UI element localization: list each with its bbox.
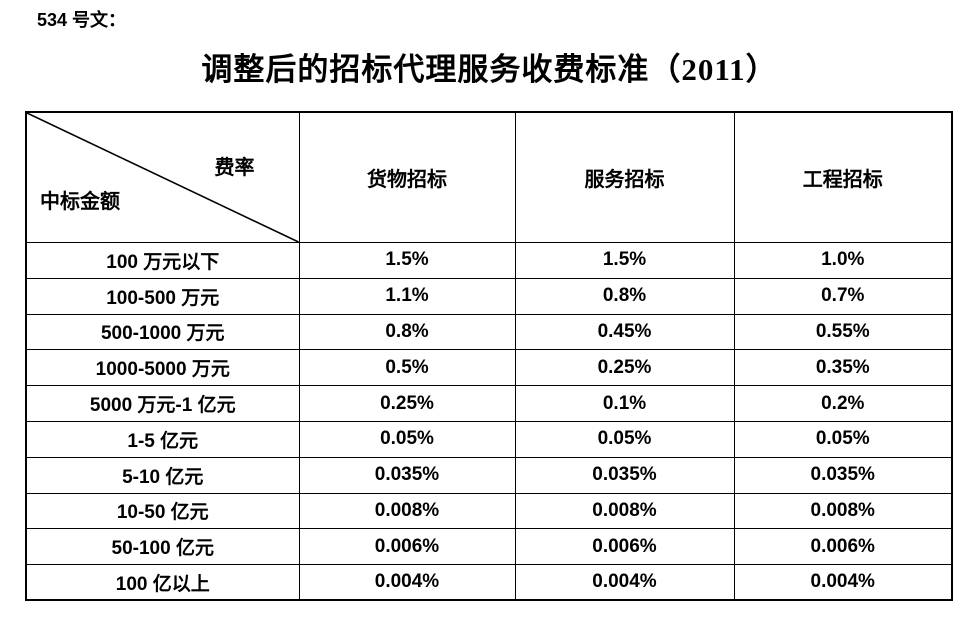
amount-cell: 100-500 万元 xyxy=(25,277,300,315)
amount-cell: 500-1000 万元 xyxy=(25,313,300,351)
goods-rate-cell: 0.035% xyxy=(298,456,516,494)
service-rate-cell: 0.05% xyxy=(514,420,735,458)
doc-number-label: 534 号文： xyxy=(37,10,127,30)
service-rate-cell: 0.45% xyxy=(514,313,735,351)
engineering-rate-cell: 0.7% xyxy=(733,277,953,315)
engineering-rate-cell: 0.35% xyxy=(733,349,953,387)
service-rate-cell: 0.035% xyxy=(514,456,735,494)
amount-cell: 5000 万元-1 亿元 xyxy=(25,385,300,422)
amount-cell: 100 亿以上 xyxy=(25,564,300,601)
column-header-service: 服务招标 xyxy=(514,111,735,243)
diagonal-divider-line xyxy=(27,113,298,242)
table-row: 1-5 亿元 0.05% 0.05% 0.05% xyxy=(25,420,953,458)
service-rate-cell: 0.25% xyxy=(514,349,735,387)
goods-rate-cell: 1.1% xyxy=(298,277,516,315)
engineering-rate-cell: 0.004% xyxy=(733,564,953,601)
table-row: 5000 万元-1 亿元 0.25% 0.1% 0.2% xyxy=(25,385,953,422)
corner-header-cell: 费率 中标金额 xyxy=(25,111,300,243)
table-row: 100 万元以下 1.5% 1.5% 1.0% xyxy=(25,242,953,279)
table-row: 5-10 亿元 0.035% 0.035% 0.035% xyxy=(25,456,953,494)
engineering-rate-cell: 0.55% xyxy=(733,313,953,351)
service-rate-cell: 0.006% xyxy=(514,528,735,566)
table-row: 500-1000 万元 0.8% 0.45% 0.55% xyxy=(25,313,953,351)
engineering-rate-cell: 0.2% xyxy=(733,385,953,422)
corner-fee-rate-label: 费率 xyxy=(214,157,255,179)
engineering-rate-cell: 0.05% xyxy=(733,420,953,458)
amount-cell: 5-10 亿元 xyxy=(25,456,300,494)
engineering-rate-cell: 1.0% xyxy=(733,242,953,279)
amount-cell: 100 万元以下 xyxy=(25,242,300,279)
amount-cell: 50-100 亿元 xyxy=(25,528,300,566)
engineering-rate-cell: 0.035% xyxy=(733,456,953,494)
table-header-row: 费率 中标金额 货物招标 服务招标 工程招标 xyxy=(25,111,953,243)
table-row: 100 亿以上 0.004% 0.004% 0.004% xyxy=(25,564,953,601)
service-rate-cell: 0.1% xyxy=(514,385,735,422)
amount-cell: 1000-5000 万元 xyxy=(25,349,300,387)
engineering-rate-cell: 0.006% xyxy=(733,528,953,566)
service-rate-cell: 0.8% xyxy=(514,277,735,315)
goods-rate-cell: 0.008% xyxy=(298,492,516,530)
table-row: 100-500 万元 1.1% 0.8% 0.7% xyxy=(25,277,953,315)
amount-cell: 1-5 亿元 xyxy=(25,420,300,458)
goods-rate-cell: 0.5% xyxy=(298,349,516,387)
amount-cell: 10-50 亿元 xyxy=(25,492,300,530)
table-row: 10-50 亿元 0.008% 0.008% 0.008% xyxy=(25,492,953,530)
goods-rate-cell: 0.006% xyxy=(298,528,516,566)
engineering-rate-cell: 0.008% xyxy=(733,492,953,530)
goods-rate-cell: 0.05% xyxy=(298,420,516,458)
goods-rate-cell: 0.8% xyxy=(298,313,516,351)
goods-rate-cell: 1.5% xyxy=(298,242,516,279)
service-rate-cell: 0.004% xyxy=(514,564,735,601)
corner-bid-amount-label: 中标金额 xyxy=(40,191,120,213)
corner-cell-content: 费率 中标金额 xyxy=(27,113,298,242)
goods-rate-cell: 0.004% xyxy=(298,564,516,601)
service-rate-cell: 1.5% xyxy=(514,242,735,279)
table-row: 50-100 亿元 0.006% 0.006% 0.006% xyxy=(25,528,953,566)
fee-rate-table: 费率 中标金额 货物招标 服务招标 工程招标 100 万元以下 1.5% 1.5… xyxy=(25,111,953,602)
service-rate-cell: 0.008% xyxy=(514,492,735,530)
column-header-engineering: 工程招标 xyxy=(733,111,953,243)
column-header-goods: 货物招标 xyxy=(298,111,516,243)
page-title: 调整后的招标代理服务收费标准（2011） xyxy=(201,52,778,87)
table-row: 1000-5000 万元 0.5% 0.25% 0.35% xyxy=(25,349,953,387)
goods-rate-cell: 0.25% xyxy=(298,385,516,422)
